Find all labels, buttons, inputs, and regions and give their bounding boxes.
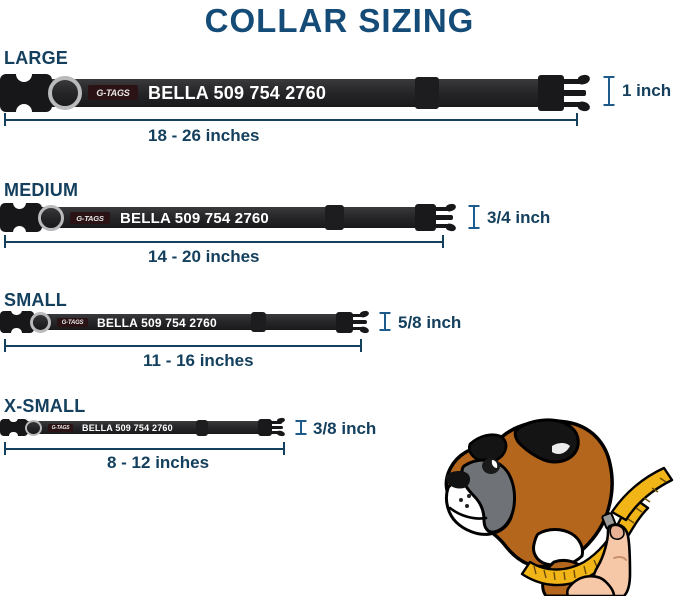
brand-logo-large: G-TAGS (88, 85, 138, 100)
length-cap-right-large (576, 113, 578, 126)
buckle-prong-bottom-small (351, 327, 365, 330)
length-text-small: 11 - 16 inches (143, 351, 254, 370)
fingernail (609, 524, 625, 540)
keeper-xsmall (196, 420, 208, 436)
buckle-prong-top-small (351, 314, 365, 317)
buckle-prong-mid-small (351, 320, 367, 324)
d-ring-xsmall (25, 420, 42, 436)
keeper-medium (325, 205, 344, 230)
size-label-large: LARGE (4, 48, 68, 68)
buckle-body-small (336, 312, 353, 333)
engraved-text-large: BELLA 509 754 2760 (148, 83, 327, 103)
keeper-small (251, 312, 266, 332)
buckle-prong-tip-top-xsmall (276, 416, 286, 425)
clip-notch-bottom-small (11, 328, 22, 333)
measuring-tape-upper (610, 466, 674, 522)
clip-notch-bottom-medium (13, 226, 26, 233)
length-cap-right-small (360, 339, 362, 352)
brand-logo-xsmall: G-TAGS (48, 424, 73, 432)
collar-large: G-TAGS BELLA 509 754 2760 (0, 73, 600, 113)
brand-logo-medium: G-TAGS (70, 212, 110, 224)
length-cap-left-medium (4, 235, 6, 248)
length-line-small (4, 345, 362, 347)
clip-notch-top-small (11, 310, 22, 315)
buckle-prong-tip-top-medium (445, 202, 457, 213)
length-text-large: 18 - 26 inches (148, 126, 260, 145)
length-cap-left-small (4, 339, 6, 352)
length-text-medium: 14 - 20 inches (148, 247, 260, 266)
buckle-prong-tip-bottom-medium (445, 222, 457, 233)
buckle-prong-top-medium (434, 207, 451, 211)
hand-fist (565, 574, 616, 596)
clip-xsmall (0, 419, 28, 436)
clip-notch-bottom-xsmall (9, 432, 18, 436)
width-indicator-xsmall (294, 420, 308, 435)
dog-whisker-dot-3 (465, 504, 469, 508)
size-label-medium: MEDIUM (4, 180, 79, 200)
length-cap-left-large (4, 113, 6, 126)
width-indicator-medium (467, 205, 481, 229)
brand-logo-small: G-TAGS (57, 318, 88, 327)
buckle-prong-tip-bottom-small (359, 325, 370, 335)
dog-eye (482, 458, 500, 474)
length-line-large (4, 119, 578, 121)
buckle-prong-bottom-medium (434, 224, 451, 228)
clip-notch-top-large (16, 73, 32, 82)
width-text-small: 5/8 inch (398, 313, 462, 332)
buckle-body-xsmall (258, 419, 272, 436)
collar-small: G-TAGS BELLA 509 754 2760 (0, 309, 390, 336)
clip-notch-top-xsmall (9, 418, 18, 422)
d-ring-small (30, 312, 51, 333)
engraved-text-medium: BELLA 509 754 2760 (120, 210, 269, 227)
width-text-large: 1 inch (622, 81, 672, 100)
dog-ear-left (467, 433, 508, 464)
dog-ear-highlight (552, 443, 570, 454)
buckle-prong-mid-large (562, 90, 586, 96)
clip-small (0, 311, 34, 333)
d-ring-large (48, 76, 82, 110)
size-label-xsmall: X-SMALL (4, 396, 86, 416)
size-label-small: SMALL (4, 290, 67, 310)
engraved-text-xsmall: BELLA 509 754 2760 (82, 423, 173, 433)
length-line-medium (4, 241, 444, 243)
length-text-xsmall: 8 - 12 inches (107, 453, 210, 472)
buckle-prong-tip-top-large (576, 73, 592, 86)
dog-whisker-dot-1 (459, 498, 463, 502)
clip-notch-bottom-large (16, 104, 32, 113)
buckle-body-medium (415, 204, 436, 231)
finger-knuckle-crease (613, 555, 627, 561)
width-indicator-small (378, 312, 392, 331)
buckle-prong-top-xsmall (270, 421, 282, 424)
collar-medium: G-TAGS BELLA 509 754 2760 (0, 202, 470, 234)
buckle-prong-tip-top-small (359, 309, 370, 319)
width-text-medium: 3/4 inch (487, 208, 551, 227)
buckle-prong-top-large (562, 79, 584, 84)
boxer-dog-illustration (434, 416, 679, 596)
buckle-prong-mid-xsmall (270, 426, 283, 429)
length-cap-left-xsmall (4, 442, 6, 455)
page-title: COLLAR SIZING (204, 2, 475, 39)
length-line-xsmall (4, 448, 285, 450)
keeper-large (415, 77, 439, 109)
length-cap-right-medium (442, 235, 444, 248)
width-text-xsmall: 3/8 inch (313, 419, 377, 438)
buckle-prong-mid-medium (434, 215, 453, 220)
d-ring-medium (38, 205, 64, 231)
buckle-prong-bottom-xsmall (270, 431, 282, 434)
engraved-text-small: BELLA 509 754 2760 (97, 316, 217, 330)
buckle-body-large (538, 75, 564, 111)
clip-notch-top-medium (13, 202, 26, 209)
dog-mouth-line (448, 506, 488, 520)
dog-eye-highlight (491, 460, 498, 468)
dog-whisker-dot-2 (467, 494, 471, 498)
buckle-prong-tip-bottom-large (576, 100, 592, 113)
width-indicator-large (602, 76, 616, 106)
collar-xsmall: G-TAGS BELLA 509 754 2760 (0, 416, 310, 440)
dog-nose (445, 471, 471, 489)
length-cap-right-xsmall (283, 442, 285, 455)
buckle-prong-tip-bottom-xsmall (276, 429, 286, 438)
buckle-prong-bottom-large (562, 102, 584, 107)
